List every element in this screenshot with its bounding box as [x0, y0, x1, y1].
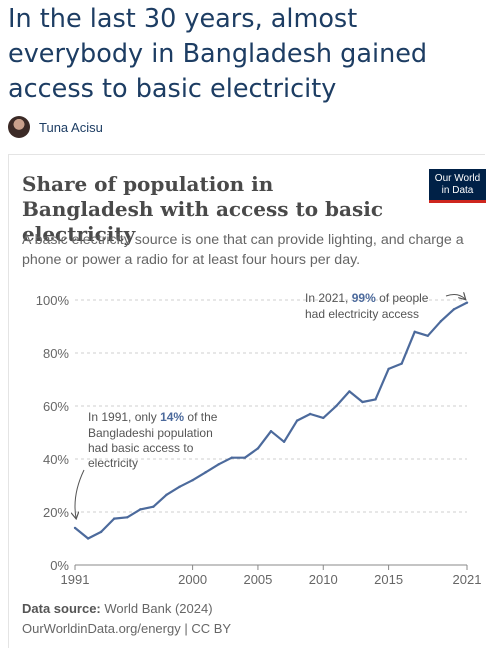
y-tick-label: 100%: [36, 293, 70, 308]
x-tick-label: 2000: [178, 572, 207, 587]
data-point: [413, 330, 416, 333]
data-point: [204, 471, 207, 474]
chart-subtitle: A basic electricity source is one that c…: [22, 232, 464, 268]
data-source-value[interactable]: World Bank (2024): [104, 601, 213, 616]
x-tick-label: 2010: [309, 572, 338, 587]
annotation-2021: In 2021, 99% of people had electricity a…: [305, 291, 465, 321]
chart-card: [8, 154, 485, 648]
footer-url-line[interactable]: OurWorldinData.org/energy | CC BY: [22, 621, 232, 636]
annotation-1991-line1: In 1991, only 14% of the: [88, 410, 218, 424]
logo-line-2: in Data: [441, 185, 474, 196]
logo-line-1: Our World: [434, 173, 481, 184]
data-point: [374, 398, 377, 401]
author-name[interactable]: Tuna Acisu: [39, 119, 103, 135]
data-point: [178, 485, 181, 489]
data-point: [322, 416, 325, 420]
y-tick-label: 20%: [43, 505, 69, 520]
data-point: [439, 320, 443, 323]
y-tick-label: 60%: [43, 399, 69, 414]
x-tick-label: 1991: [61, 572, 90, 587]
data-point: [309, 412, 312, 416]
x-tick-label: 2005: [243, 572, 272, 587]
data-point: [361, 400, 364, 404]
annotation-2021-arrow: [445, 295, 465, 299]
grid-lines: [75, 299, 467, 513]
data-point: [426, 334, 429, 337]
x-tick-label: 2015: [374, 572, 403, 587]
data-point: [256, 447, 260, 450]
data-point: [217, 463, 220, 466]
data-point: [165, 493, 168, 496]
chart-footer: Data source: World Bank (2024) OurWorldi…: [22, 599, 231, 639]
data-point: [139, 508, 142, 511]
data-point: [152, 505, 155, 508]
data-source-label: Data source:: [22, 601, 101, 616]
owid-logo[interactable]: Our World in Data: [429, 169, 486, 203]
data-point: [387, 367, 390, 371]
data-point: [400, 362, 403, 365]
data-point: [230, 456, 233, 459]
data-point: [126, 516, 129, 519]
annotation-2021-line2: had electricity access: [305, 307, 419, 321]
y-tick-label: 0%: [50, 558, 69, 573]
y-tick-label: 80%: [43, 346, 69, 361]
data-point: [99, 530, 103, 534]
data-series: [73, 301, 469, 540]
annotation-1991: In 1991, only 14% of the Bangladeshi pop…: [75, 410, 218, 518]
x-tick-label: 2021: [453, 572, 482, 587]
data-point: [113, 517, 116, 520]
y-tick-label: 40%: [43, 452, 69, 467]
data-point: [73, 526, 77, 530]
data-point: [269, 429, 273, 433]
author-byline[interactable]: Tuna Acisu: [8, 116, 103, 138]
annotation-1991-line2: Bangladeshi population: [88, 426, 213, 440]
data-point: [348, 390, 351, 393]
data-point: [295, 419, 299, 422]
data-point: [282, 440, 286, 443]
annotation-1991-line4: electricity: [88, 456, 138, 470]
data-point: [335, 404, 338, 408]
article-headline: In the last 30 years, almost everybody i…: [8, 4, 428, 104]
chart-title: Share of population in Bangladesh with a…: [22, 172, 384, 246]
annotation-1991-line3: had basic access to: [88, 441, 194, 455]
axes: 0% 20% 40% 60% 80% 100% 1991 2000 2005 2010 2015 20…: [36, 293, 482, 587]
annotation-2021-line1: In 2021, 99% of people: [305, 291, 429, 305]
author-avatar: [8, 116, 30, 138]
data-source-line: Data source: World Bank (2024): [22, 599, 231, 619]
data-point: [465, 301, 469, 304]
data-point: [86, 537, 90, 540]
annotation-1991-arrow: [75, 469, 85, 518]
data-point: [243, 456, 247, 459]
data-point: [452, 308, 456, 311]
data-point: [191, 479, 194, 482]
